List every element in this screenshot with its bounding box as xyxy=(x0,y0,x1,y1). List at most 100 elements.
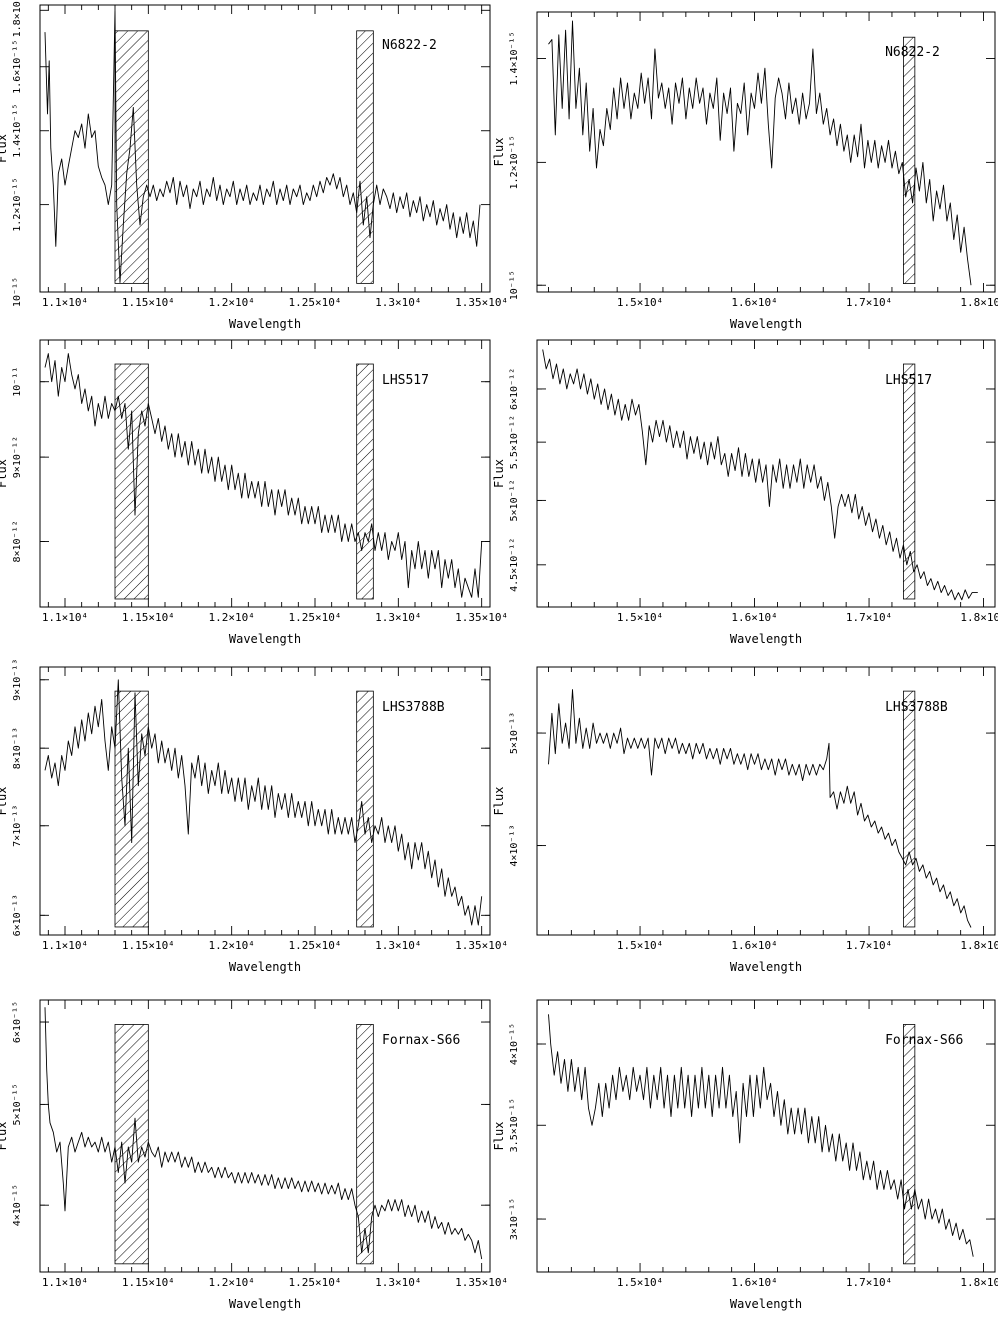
x-tick-label-lhs517-j: 1.2×10⁴ xyxy=(208,611,254,624)
y-axis-label-fornax-s66-j: Flux xyxy=(0,1122,9,1151)
y-tick-label-lhs3788b-j: 7×10⁻¹³ xyxy=(12,805,23,847)
y-tick-label-lhs3788b-h: 4×10⁻¹³ xyxy=(509,825,520,867)
x-tick-label-n6822-2-j: 1.2×10⁴ xyxy=(208,296,254,309)
x-tick-label-lhs3788b-j: 1.1×10⁴ xyxy=(42,939,88,952)
frame-layer xyxy=(39,4,996,1273)
x-axis-label-lhs3788b-h: Wavelength xyxy=(730,960,802,974)
x-tick-label-lhs3788b-j: 1.35×10⁴ xyxy=(455,939,508,952)
telluric-band-lhs517-j-0 xyxy=(114,363,149,600)
x-tick-label-lhs517-j: 1.25×10⁴ xyxy=(289,611,342,624)
x-tick-label-n6822-2-h: 1.7×10⁴ xyxy=(846,296,892,309)
star-label-n6822-2-h: N6822-2 xyxy=(885,45,940,60)
x-tick-label-fornax-s66-h: 1.7×10⁴ xyxy=(846,1276,892,1289)
x-axis-label-lhs517-h: Wavelength xyxy=(730,632,802,646)
x-tick-label-fornax-s66-j: 1.1×10⁴ xyxy=(42,1276,88,1289)
telluric-band-lhs3788b-j-1 xyxy=(356,690,374,928)
star-label-fornax-s66-j: Fornax-S66 xyxy=(382,1033,460,1048)
y-tick-label-lhs517-j: 8×10⁻¹² xyxy=(12,520,23,562)
plot-frame-lhs517-h xyxy=(536,339,996,608)
telluric-band-n6822-2-j-1 xyxy=(356,30,374,284)
spectrum-line-lhs517-h xyxy=(542,349,978,601)
y-tick-label-n6822-2-h: 10⁻¹⁵ xyxy=(509,270,520,300)
x-tick-label-fornax-s66-j: 1.35×10⁴ xyxy=(455,1276,508,1289)
x-axis-label-n6822-2-h: Wavelength xyxy=(730,317,802,331)
telluric-band-lhs517-h-0 xyxy=(903,363,916,600)
y-tick-label-fornax-s66-j: 4×10⁻¹⁵ xyxy=(12,1184,23,1226)
hatch-layer xyxy=(114,30,916,1265)
x-axis-label-fornax-s66-h: Wavelength xyxy=(730,1297,802,1311)
y-tick-label-fornax-s66-h: 4×10⁻¹⁵ xyxy=(509,1023,520,1065)
y-axis-label-lhs3788b-h: Flux xyxy=(492,787,506,816)
y-tick-label-lhs3788b-h: 5×10⁻¹³ xyxy=(509,712,520,754)
star-label-n6822-2-j: N6822-2 xyxy=(382,38,437,53)
x-tick-label-lhs3788b-j: 1.3×10⁴ xyxy=(375,939,421,952)
spectrum-line-n6822-2-j xyxy=(44,9,481,283)
x-tick-label-lhs3788b-h: 1.5×10⁴ xyxy=(617,939,663,952)
spectrum-line-fornax-s66-j xyxy=(44,1007,483,1260)
x-tick-label-fornax-s66-h: 1.8×10⁴ xyxy=(960,1276,998,1289)
y-axis-label-lhs517-j: Flux xyxy=(0,459,9,488)
x-tick-label-n6822-2-h: 1.8×10⁴ xyxy=(960,296,998,309)
telluric-band-lhs3788b-h-0 xyxy=(903,690,916,928)
x-axis-label-fornax-s66-j: Wavelength xyxy=(229,1297,301,1311)
y-tick-label-n6822-2-j: 1.8×10⁻¹⁵ xyxy=(12,0,23,37)
spectrum-line-lhs3788b-h xyxy=(548,689,972,928)
y-tick-label-lhs517-j: 9×10⁻¹² xyxy=(12,436,23,478)
x-tick-label-n6822-2-h: 1.5×10⁴ xyxy=(617,296,663,309)
star-label-lhs517-j: LHS517 xyxy=(382,373,429,388)
y-tick-label-fornax-s66-j: 5×10⁻¹⁵ xyxy=(12,1083,23,1125)
y-tick-label-lhs3788b-j: 6×10⁻¹³ xyxy=(12,894,23,936)
x-tick-label-n6822-2-j: 1.35×10⁴ xyxy=(455,296,508,309)
y-tick-label-n6822-2-j: 10⁻¹⁵ xyxy=(12,277,23,307)
y-tick-label-fornax-s66-h: 3.5×10⁻¹⁵ xyxy=(509,1098,520,1152)
star-label-lhs3788b-j: LHS3788B xyxy=(382,700,445,715)
x-tick-label-lhs517-h: 1.5×10⁴ xyxy=(617,611,663,624)
telluric-band-n6822-2-h-0 xyxy=(903,36,916,284)
x-tick-label-lhs517-h: 1.8×10⁴ xyxy=(960,611,998,624)
x-tick-label-lhs517-j: 1.3×10⁴ xyxy=(375,611,421,624)
telluric-band-fornax-s66-j-1 xyxy=(356,1024,374,1265)
telluric-band-lhs517-j-1 xyxy=(356,363,374,600)
x-tick-label-fornax-s66-h: 1.5×10⁴ xyxy=(617,1276,663,1289)
telluric-band-n6822-2-j-0 xyxy=(114,30,149,284)
series-layer xyxy=(44,9,978,1260)
x-tick-label-lhs517-j: 1.15×10⁴ xyxy=(122,611,175,624)
plot-frame-fornax-s66-h xyxy=(536,999,996,1273)
y-axis-label-lhs517-h: Flux xyxy=(492,459,506,488)
telluric-band-fornax-s66-j-0 xyxy=(114,1024,149,1265)
x-axis-label-lhs517-j: Wavelength xyxy=(229,632,301,646)
y-tick-label-lhs517-h: 6×10⁻¹² xyxy=(509,368,520,410)
star-label-lhs3788b-h: LHS3788B xyxy=(885,700,948,715)
x-tick-label-fornax-s66-j: 1.25×10⁴ xyxy=(289,1276,342,1289)
y-tick-label-lhs3788b-j: 9×10⁻¹³ xyxy=(12,659,23,701)
x-tick-label-n6822-2-h: 1.6×10⁴ xyxy=(731,296,777,309)
x-tick-label-lhs3788b-h: 1.7×10⁴ xyxy=(846,939,892,952)
y-tick-label-lhs517-h: 4.5×10⁻¹² xyxy=(509,538,520,592)
y-tick-label-n6822-2-j: 1.6×10⁻¹⁵ xyxy=(12,40,23,94)
y-tick-label-lhs517-h: 5×10⁻¹² xyxy=(509,479,520,521)
x-axis-label-n6822-2-j: Wavelength xyxy=(229,317,301,331)
y-tick-label-n6822-2-h: 1.4×10⁻¹⁵ xyxy=(509,31,520,85)
x-tick-label-n6822-2-j: 1.3×10⁴ xyxy=(375,296,421,309)
x-tick-label-fornax-s66-h: 1.6×10⁴ xyxy=(731,1276,777,1289)
spectrum-line-n6822-2-h xyxy=(548,20,972,286)
x-tick-label-lhs517-h: 1.7×10⁴ xyxy=(846,611,892,624)
y-axis-label-lhs3788b-j: Flux xyxy=(0,787,9,816)
spectrum-line-fornax-s66-h xyxy=(548,1014,974,1257)
y-tick-label-fornax-s66-h: 3×10⁻¹⁵ xyxy=(509,1198,520,1240)
y-axis-label-n6822-2-h: Flux xyxy=(492,138,506,167)
x-tick-label-fornax-s66-j: 1.3×10⁴ xyxy=(375,1276,421,1289)
x-tick-label-n6822-2-j: 1.1×10⁴ xyxy=(42,296,88,309)
telluric-band-fornax-s66-h-0 xyxy=(903,1024,916,1265)
x-tick-label-fornax-s66-j: 1.2×10⁴ xyxy=(208,1276,254,1289)
x-tick-label-lhs517-j: 1.1×10⁴ xyxy=(42,611,88,624)
x-tick-label-lhs3788b-j: 1.2×10⁴ xyxy=(208,939,254,952)
y-axis-label-n6822-2-j: Flux xyxy=(0,134,9,163)
plot-frame-lhs3788b-h xyxy=(536,666,996,936)
y-tick-label-lhs517-h: 5.5×10⁻¹² xyxy=(509,415,520,469)
star-label-lhs517-h: LHS517 xyxy=(885,373,932,388)
x-tick-label-n6822-2-j: 1.25×10⁴ xyxy=(289,296,342,309)
plot-frame-n6822-2-h xyxy=(536,11,996,293)
